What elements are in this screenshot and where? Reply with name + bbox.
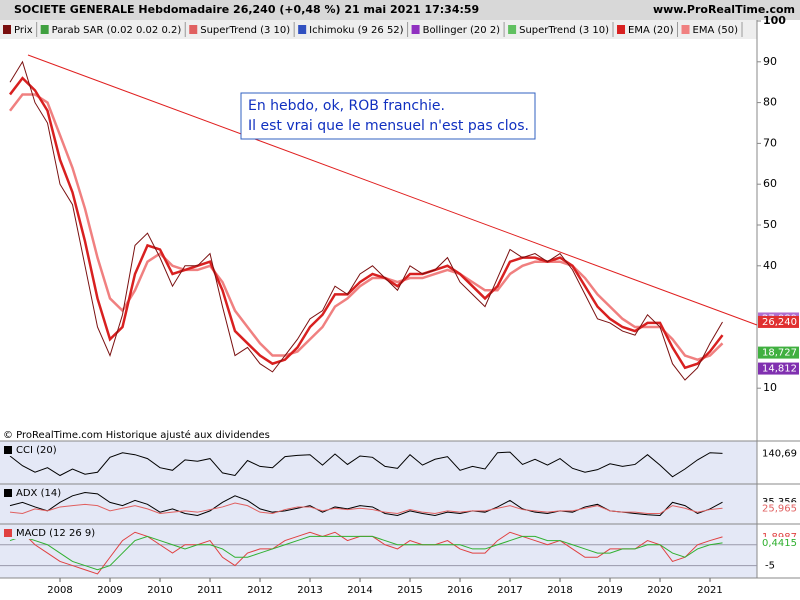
legend-label: Bollinger (20 2) (423, 25, 501, 36)
legend-label: SuperTrend (3 10) (200, 25, 290, 36)
value-label-bg (758, 536, 799, 549)
price-label-bg (758, 362, 799, 375)
price-label-bg (758, 315, 799, 328)
series-line (9, 60, 723, 381)
legend-swatch (298, 25, 307, 34)
y-tick-label: 10 (763, 381, 777, 394)
chart-title: SOCIETE GENERALE Hebdomadaire 26,240 (+0… (14, 3, 479, 16)
legend-swatch (617, 25, 626, 34)
legend-label: Ichimoku (9 26 52) (309, 25, 403, 36)
indicator-bg (0, 441, 757, 578)
value-label-bg (758, 502, 799, 515)
x-tick-label: 2014 (347, 585, 372, 596)
price-label: 18,727 (762, 348, 797, 359)
y-tick-label: 90 (763, 55, 777, 68)
panel-label-bg (2, 527, 62, 539)
y-tick-label: 60 (763, 177, 777, 190)
legend-swatch (508, 25, 517, 34)
y-tick-label: 70 (763, 136, 777, 149)
legend-label: SuperTrend (3 10) (519, 25, 609, 36)
annotation: Il est vrai que le mensuel n'est pas clo… (248, 118, 529, 134)
panel-label: CCI (20) (16, 445, 57, 456)
legend-swatch (681, 25, 690, 34)
x-tick-label: 2015 (397, 585, 422, 596)
x-tick-label: 2011 (197, 585, 222, 596)
trend-line (27, 54, 758, 326)
series-line (9, 492, 723, 516)
x-tick-label: 2016 (447, 585, 472, 596)
panel-label-bg (2, 487, 62, 499)
x-tick-label: 2010 (147, 585, 172, 596)
value-label: 0,4415 (762, 538, 797, 549)
footer: © ProRealTime.com Historique ajusté aux … (3, 429, 270, 441)
price-label-bg (758, 346, 799, 359)
x-tick-label: 2019 (597, 585, 622, 596)
legend-swatch (411, 25, 420, 34)
y-tick-label: 50 (763, 218, 777, 231)
price-label: 14,812 (762, 364, 797, 375)
legend-swatch (3, 25, 11, 34)
x-tick-label: 2020 (647, 585, 672, 596)
legend-label: EMA (20) (628, 25, 674, 36)
series-line (9, 535, 723, 571)
legend-swatch (40, 25, 49, 34)
y-tick-label: 80 (763, 96, 777, 109)
legend-label: EMA (50) (693, 25, 739, 36)
series-line (9, 76, 724, 370)
x-tick-label: 2017 (497, 585, 522, 596)
panel-label: MACD (12 26 9) (16, 528, 95, 539)
panel-label-bg (2, 444, 62, 456)
y-tick-label: -5 (765, 561, 775, 572)
value-label-bg (758, 447, 799, 460)
x-tick-label: 2009 (97, 585, 122, 596)
panel-swatch (4, 489, 12, 497)
legend-swatch (189, 25, 198, 34)
x-tick-label: 2013 (297, 585, 322, 596)
panel-label: ADX (14) (16, 488, 61, 499)
value-label: 25,965 (762, 503, 797, 514)
annotation-box (240, 92, 536, 140)
legend-label: Prix (14, 25, 33, 36)
panel-swatch (4, 529, 12, 537)
x-tick-label: 2012 (247, 585, 272, 596)
legend-bar (0, 20, 757, 39)
y-tick-label: 100 (763, 14, 786, 27)
legend-label: Parab SAR (0.02 0.02 0.2) (52, 25, 182, 36)
x-tick-label: 2021 (697, 585, 722, 596)
source: www.ProRealTime.com (653, 3, 795, 16)
annotation: En hebdo, ok, ROB franchie. (248, 98, 445, 114)
x-tick-label: 2008 (47, 585, 72, 596)
value-label: 140,69 (762, 448, 797, 459)
y-tick-label: 40 (763, 259, 777, 272)
series-line (9, 451, 723, 478)
series-line (9, 502, 723, 515)
panel-swatch (4, 446, 12, 454)
price-label: 26,240 (762, 317, 797, 328)
x-tick-label: 2018 (547, 585, 572, 596)
title-bar (0, 0, 800, 20)
